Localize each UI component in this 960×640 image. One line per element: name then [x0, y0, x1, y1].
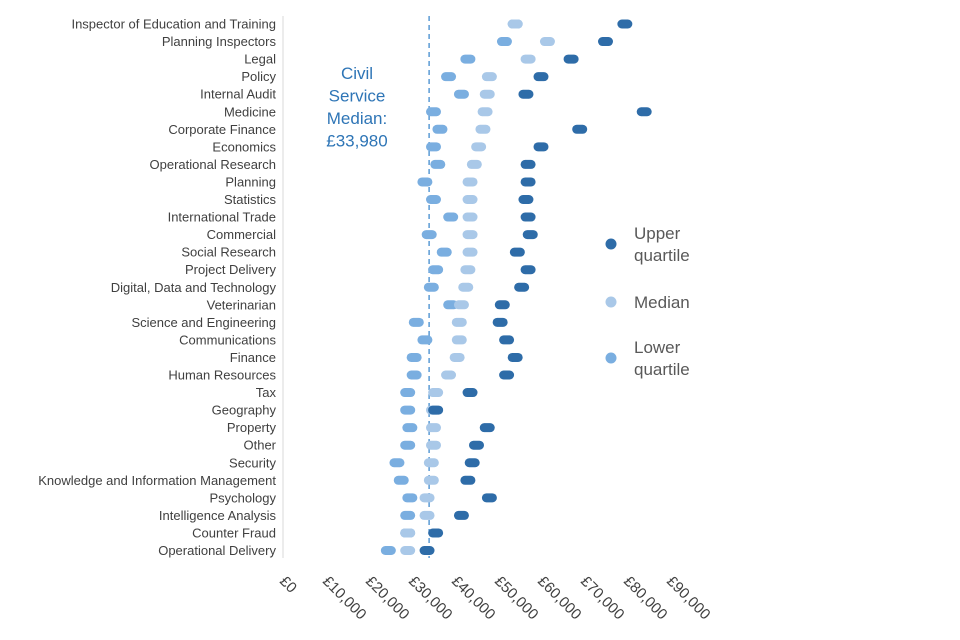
legend-marker — [605, 296, 617, 308]
category-label: Other — [243, 438, 276, 453]
category-label: Economics — [212, 139, 276, 154]
series-markers — [380, 19, 652, 555]
legend-item-upper-quartile: Upper quartile — [605, 224, 690, 265]
median-label-line: £33,980 — [326, 132, 387, 151]
category-label: Communications — [179, 332, 276, 347]
category-label: Planning — [225, 174, 276, 189]
category-label: Science and Engineering — [131, 315, 276, 330]
category-label: Legal — [244, 52, 276, 67]
category-label: Psychology — [210, 490, 277, 505]
category-label: Geography — [212, 403, 277, 418]
x-tick-label: £40,000 — [448, 573, 498, 623]
legend: Upper quartile Median Lower quartile — [605, 224, 690, 379]
category-label: Human Resources — [168, 368, 276, 383]
category-label: Finance — [230, 350, 276, 365]
x-tick-label: £10,000 — [319, 573, 369, 623]
series-lower-quartile — [380, 19, 523, 555]
category-label: Counter Fraud — [192, 525, 276, 540]
category-label: Operational Delivery — [158, 543, 276, 558]
category-label: Policy — [241, 69, 276, 84]
x-axis-tick-labels: £0 £10,000£20,000£30,000£40,000£50,000£60… — [276, 573, 713, 623]
x-tick-label: £50,000 — [491, 573, 541, 623]
legend-marker — [605, 352, 617, 364]
category-label: Inspector of Education and Training — [71, 17, 276, 32]
median-label-line: Civil — [341, 64, 373, 83]
x-tick-label: £80,000 — [620, 573, 670, 623]
category-label: Knowledge and Information Management — [38, 473, 276, 488]
median-label-line: Service — [329, 87, 386, 106]
x-tick-label: £70,000 — [577, 573, 627, 623]
x-tick-label: £60,000 — [534, 573, 584, 623]
legend-label: Upper quartile — [634, 224, 690, 265]
category-label: Veterinarian — [207, 297, 276, 312]
legend-item-lower-quartile: Lower quartile — [605, 338, 690, 379]
legend-item-median: Median — [605, 293, 690, 312]
category-label: Statistics — [224, 192, 277, 207]
category-label: Planning Inspectors — [162, 34, 277, 49]
x-tick-label: £30,000 — [405, 573, 455, 623]
category-label: Corporate Finance — [168, 122, 276, 137]
category-label: Digital, Data and Technology — [111, 280, 277, 295]
category-label: Social Research — [181, 245, 276, 260]
category-label: Medicine — [224, 104, 276, 119]
category-label: International Trade — [168, 210, 276, 225]
x-tick-label: £20,000 — [362, 573, 412, 623]
median-label-line: Median: — [327, 109, 387, 128]
x-tick-label: £90,000 — [663, 573, 713, 623]
category-label: Property — [227, 420, 277, 435]
x-tick-label: £0 — [276, 573, 300, 597]
category-label: Security — [229, 455, 276, 470]
category-label: Intelligence Analysis — [159, 508, 277, 523]
category-label: Tax — [256, 385, 277, 400]
category-label: Internal Audit — [200, 87, 276, 102]
series-upper-quartile — [419, 19, 652, 555]
civil-service-median-label: Civil Service Median: £33,980 — [326, 64, 387, 151]
legend-marker — [605, 238, 617, 250]
category-label: Commercial — [207, 227, 276, 242]
category-label: Operational Research — [150, 157, 276, 172]
category-labels: Inspector of Education and Training Plann… — [38, 17, 276, 559]
legend-label: Lower quartile — [634, 338, 690, 379]
category-label: Project Delivery — [185, 262, 277, 277]
series-median — [400, 19, 555, 555]
legend-label: Median — [634, 293, 690, 312]
